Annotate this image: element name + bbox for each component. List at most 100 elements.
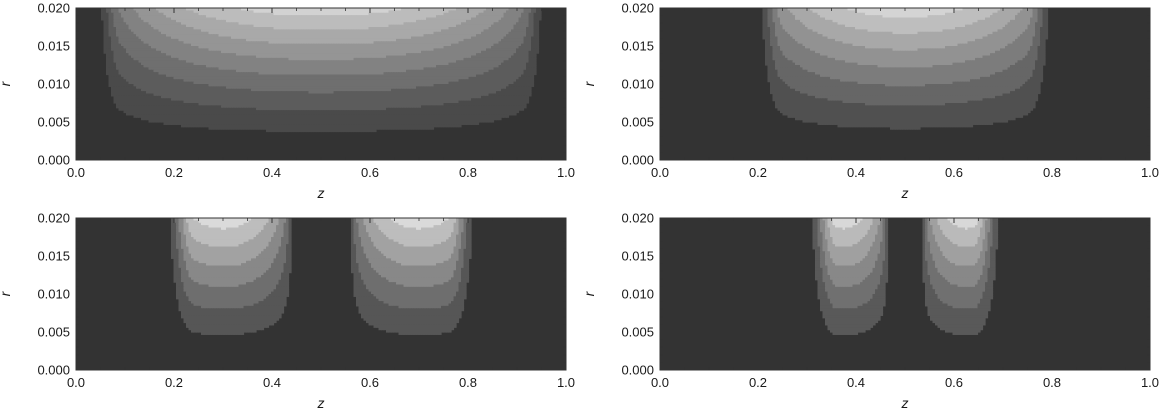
contour-cell	[268, 38, 272, 42]
contour-cell	[411, 74, 415, 78]
contour-cell	[313, 60, 317, 64]
contour-cell	[461, 22, 465, 26]
contour-cell	[486, 72, 490, 76]
contour-cell	[331, 29, 335, 33]
contour-cell	[443, 69, 447, 73]
contour-cell	[103, 43, 107, 47]
contour-cell	[206, 41, 210, 45]
contour-cell	[103, 15, 107, 19]
contour-cell	[478, 27, 482, 30]
contour-cell	[211, 65, 215, 68]
contour-cell	[498, 55, 502, 59]
contour-cell	[231, 34, 235, 38]
contour-cell	[158, 60, 162, 64]
contour-cell	[293, 10, 297, 14]
contour-cell	[268, 19, 272, 23]
contour-cell	[266, 48, 270, 52]
contour-cell	[238, 67, 242, 71]
contour-cell	[418, 57, 422, 61]
contour-cell	[161, 62, 165, 66]
contour-cell	[538, 15, 542, 19]
contour-cell	[338, 65, 342, 68]
contour-cell	[496, 27, 500, 30]
contour-cell	[133, 67, 137, 71]
contour-cell	[426, 72, 430, 76]
contour-cell	[533, 48, 537, 52]
contour-cell	[241, 24, 245, 28]
contour-cell	[331, 67, 335, 71]
contour-cell	[178, 34, 182, 38]
contour-cell	[276, 50, 280, 54]
contour-cell	[253, 29, 257, 33]
contour-cell	[426, 62, 430, 66]
contour-cell	[268, 12, 272, 16]
contour-cell	[433, 22, 437, 26]
contour-cell	[206, 12, 210, 16]
contour-cell	[111, 57, 115, 61]
contour-cell	[243, 10, 247, 14]
contour-cell	[321, 29, 325, 33]
contour-cell	[518, 10, 522, 14]
contour-cell	[466, 43, 470, 47]
contour-cell	[468, 53, 472, 57]
contour-cell	[196, 67, 200, 71]
contour-cell	[533, 15, 537, 19]
contour-cell	[423, 50, 427, 54]
contour-cell	[491, 31, 495, 35]
contour-cell	[353, 29, 357, 33]
contour-cell	[428, 19, 432, 23]
contour-cell	[163, 17, 167, 21]
contour-cell	[223, 46, 227, 49]
contour-cell	[471, 48, 475, 52]
contour-cell	[353, 8, 357, 11]
contour-cell	[106, 72, 110, 76]
contour-cell	[238, 27, 242, 30]
contour-cell	[458, 41, 462, 45]
contour-cell	[286, 12, 290, 16]
contour-cell	[306, 31, 310, 35]
contour-cell	[351, 41, 355, 45]
contour-cell	[431, 60, 435, 64]
contour-cell	[466, 24, 470, 28]
contour-cell	[516, 69, 520, 73]
contour-cell	[356, 15, 360, 19]
contour-cell	[291, 67, 295, 71]
contour-cell	[476, 15, 480, 19]
contour-cell	[213, 69, 217, 73]
contour-cell	[256, 46, 260, 49]
contour-cell	[313, 10, 317, 14]
contour-cell	[123, 46, 127, 49]
contour-cell	[286, 34, 290, 38]
contour-cell	[408, 60, 412, 64]
contour-cell	[501, 31, 505, 35]
contour-cell	[441, 53, 445, 57]
contour-cell	[351, 31, 355, 35]
contour-cell	[113, 69, 117, 73]
contour-cell	[313, 50, 317, 54]
contour-cell	[168, 50, 172, 54]
contour-cell	[168, 15, 172, 19]
contour-cell	[183, 36, 187, 40]
contour-cell	[221, 15, 225, 19]
contour-cell	[318, 65, 322, 68]
contour-cell	[493, 65, 497, 68]
contour-cell	[143, 48, 147, 52]
contour-cell	[148, 34, 152, 38]
contour-cell	[301, 10, 305, 14]
contour-cell	[376, 46, 380, 49]
contour-cell	[156, 46, 160, 49]
contour-cell	[468, 72, 472, 76]
contour-cell	[303, 69, 307, 73]
contour-cell	[436, 12, 440, 16]
contour-cell	[461, 55, 465, 59]
contour-cell	[506, 62, 510, 66]
contour-cell	[478, 67, 482, 71]
contour-cell	[501, 41, 505, 45]
contour-cell	[318, 17, 322, 21]
contour-cell	[216, 67, 220, 71]
contour-cell	[206, 55, 210, 59]
contour-cell	[476, 38, 480, 42]
contour-cell	[413, 57, 417, 61]
contour-cell	[201, 62, 205, 66]
contour-cell	[133, 62, 137, 66]
